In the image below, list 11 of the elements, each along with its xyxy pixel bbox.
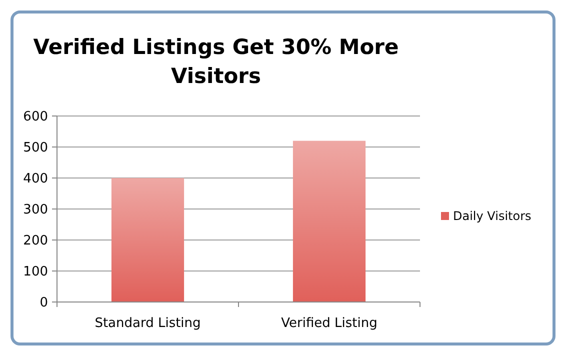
x-tick-label: Verified Listing: [281, 316, 378, 331]
y-tick-label: 300: [23, 202, 48, 218]
y-tick-label: 400: [23, 172, 48, 187]
y-tick-label: 600: [23, 110, 48, 125]
legend-label: Daily Visitors: [453, 209, 532, 224]
y-tick-label: 500: [23, 140, 48, 156]
y-tick-label: 0: [40, 296, 48, 311]
x-tick-label: Standard Listing: [94, 316, 201, 331]
y-tick-label: 200: [23, 234, 48, 249]
chart-title: Verified Listings Get 30% More Visitors: [33, 35, 399, 88]
y-tick-label: 100: [23, 264, 48, 280]
